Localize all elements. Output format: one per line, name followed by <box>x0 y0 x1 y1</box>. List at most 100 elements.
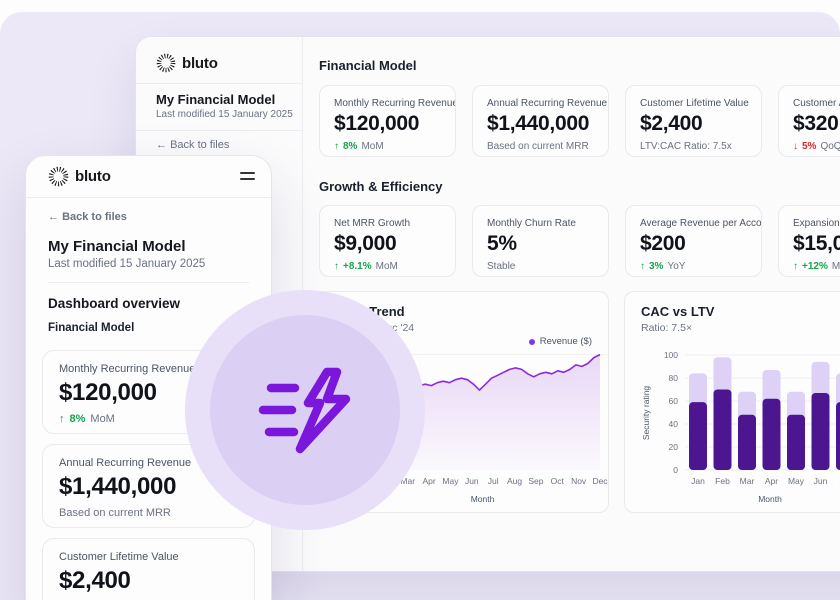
bluto-sunburst-icon <box>48 166 69 187</box>
kpi-card-mrr[interactable]: Monthly Recurring Revenue $120,000 ↑ 8% … <box>319 85 456 157</box>
svg-text:Jan: Jan <box>691 476 705 486</box>
kpi-label: Monthly Recurring Revenue <box>59 363 196 375</box>
svg-text:20: 20 <box>669 442 679 452</box>
kpi-delta: ↑ 8% MoM <box>334 141 441 152</box>
kpi-value: $2,400 <box>640 112 703 135</box>
kpi-value: $200 <box>640 232 686 255</box>
svg-text:Month: Month <box>471 494 495 504</box>
svg-text:60: 60 <box>669 396 679 406</box>
trend-up-icon: ↑ <box>334 261 339 272</box>
chart-legend: Revenue ($) <box>528 336 592 347</box>
cac-ltv-chart-card[interactable]: CAC vs LTV Ratio: 7.5× 0 20 40 60 80 100 Jan Fe… <box>624 291 840 513</box>
svg-text:Sep: Sep <box>528 476 543 486</box>
sidebar-divider <box>136 83 302 84</box>
hamburger-menu-icon[interactable] <box>240 172 255 180</box>
kpi-card-arr[interactable]: Annual Recurring Revenue $1,440,000 Base… <box>472 85 609 157</box>
delta-period: MoM <box>831 261 840 272</box>
legend-dot-icon <box>528 338 535 345</box>
section-heading-financial-model: Financial Model <box>48 322 135 334</box>
kpi-label: Monthly Churn Rate <box>487 218 576 229</box>
kpi-card-net-mrr-growth[interactable]: Net MRR Growth $9,000 ↑ +8.1% MoM <box>319 205 456 277</box>
svg-text:100: 100 <box>664 350 678 360</box>
back-to-files-label: Back to files <box>62 211 127 223</box>
brand-name: bluto <box>182 54 218 72</box>
kpi-value: $15,000 <box>793 232 840 255</box>
back-to-files-label: Back to files <box>170 139 230 151</box>
chart-title: CAC vs LTV <box>641 304 715 319</box>
kpi-delta: ↓ 5% QoQ <box>793 141 840 152</box>
decorative-circle-inner <box>210 315 400 505</box>
delta-value: 5% <box>802 141 817 152</box>
svg-text:May: May <box>788 476 805 486</box>
delta-value: +8.1% <box>343 261 372 272</box>
kpi-card-churn[interactable]: Monthly Churn Rate 5% Stable <box>472 205 609 277</box>
file-modified: Last modified 15 January 2025 <box>48 258 206 270</box>
delta-period: MoM <box>361 141 384 152</box>
file-title: My Financial Model <box>48 238 186 255</box>
delta-period: MoM <box>90 413 115 425</box>
kpi-note: LTV:CAC Ratio: 7.5x <box>640 141 732 152</box>
back-to-files-link[interactable]: ← Back to files <box>48 211 127 223</box>
kpi-note: Stable <box>487 261 516 272</box>
kpi-card-arpa[interactable]: Average Revenue per Account $200 ↑ 3% Yo… <box>625 205 762 277</box>
back-arrow-icon: ← <box>48 211 59 223</box>
mobile-dashboard-card: bluto ← Back to files My Financial Model… <box>25 155 272 600</box>
svg-text:80: 80 <box>669 373 679 383</box>
svg-text:0: 0 <box>673 465 678 475</box>
back-to-files-link[interactable]: ← Back to files <box>156 139 229 151</box>
delta-value: +12% <box>802 261 828 272</box>
trend-up-icon: ↑ <box>640 261 645 272</box>
svg-text:Apr: Apr <box>765 476 778 486</box>
svg-text:Dec: Dec <box>592 476 608 486</box>
brand-logo[interactable]: bluto <box>48 166 111 187</box>
kpi-delta: ↑ +8.1% MoM <box>334 261 441 272</box>
svg-text:40: 40 <box>669 419 679 429</box>
back-arrow-icon: ← <box>156 139 167 151</box>
kpi-card-clv[interactable]: Customer Lifetime Value $2,400 LTV:CAC R… <box>625 85 762 157</box>
svg-text:Nov: Nov <box>571 476 587 486</box>
kpi-value: $1,440,000 <box>487 112 590 135</box>
cac-ltv-plot: 020406080100JanFebMarAprMayJunJul Securi… <box>625 348 840 512</box>
svg-text:Month: Month <box>758 494 782 504</box>
kpi-value: $9,000 <box>334 232 397 255</box>
brand-name: bluto <box>75 168 111 185</box>
divider <box>48 282 249 283</box>
file-modified: Last modified 15 January 2025 <box>156 109 293 120</box>
chart-subtitle: Ratio: 7.5× <box>641 322 693 334</box>
kpi-value: $1,440,000 <box>59 473 177 500</box>
desktop-sidebar: bluto My Financial Model Last modified 1… <box>136 37 303 571</box>
kpi-value: 5% <box>487 232 517 255</box>
svg-text:Mar: Mar <box>400 476 415 486</box>
kpi-label: Expansion Revenue <box>793 218 840 229</box>
svg-text:Apr: Apr <box>422 476 435 486</box>
svg-text:Aug: Aug <box>507 476 522 486</box>
kpi-note: Based on current MRR <box>59 507 171 519</box>
mobile-header: bluto <box>26 156 271 198</box>
trend-down-icon: ↓ <box>793 141 798 152</box>
kpi-card-expansion-revenue[interactable]: Expansion Revenue $15,000 ↑ +12% MoM <box>778 205 840 277</box>
delta-period: YoY <box>667 261 686 272</box>
kpi-label: Customer Lifetime Value <box>640 98 749 109</box>
section-heading-growth: Growth & Efficiency <box>319 179 443 194</box>
svg-text:Mar: Mar <box>740 476 755 486</box>
svg-text:Security rating: Security rating <box>641 386 651 441</box>
sidebar-divider <box>136 130 302 131</box>
kpi-value: $120,000 <box>334 112 420 135</box>
kpi-label: Net MRR Growth <box>334 218 411 229</box>
kpi-value: $120,000 <box>59 379 157 406</box>
delta-period: MoM <box>375 261 398 272</box>
overview-heading: Dashboard overview <box>48 296 181 311</box>
chart-divider <box>320 354 608 355</box>
svg-text:Jun: Jun <box>465 476 479 486</box>
kpi-value: $2,400 <box>59 567 131 594</box>
section-heading-financial-model: Financial Model <box>319 58 417 73</box>
delta-period: QoQ <box>820 141 840 152</box>
brand-logo[interactable]: bluto <box>156 53 218 73</box>
svg-text:Oct: Oct <box>551 476 565 486</box>
kpi-card-clv[interactable]: Customer Lifetime Value $2,400 LTV:CAC R… <box>42 538 255 600</box>
delta-value: 8% <box>69 413 86 425</box>
kpi-note: Based on current MRR <box>487 141 589 152</box>
kpi-card-cac[interactable]: Customer Acquisition Cost $320 ↓ 5% QoQ <box>778 85 840 157</box>
delta-value: 8% <box>343 141 358 152</box>
